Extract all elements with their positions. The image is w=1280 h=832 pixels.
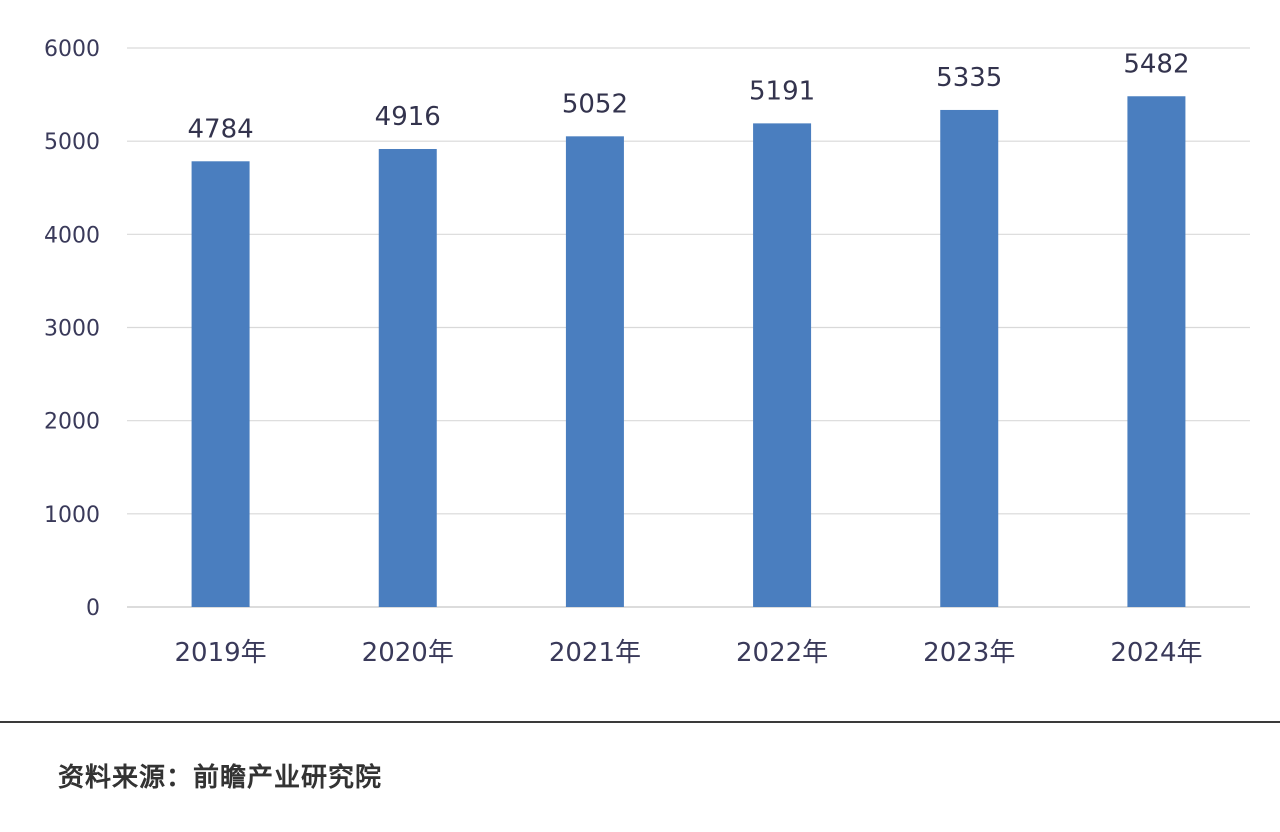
bar-chart: 0 1000 2000 3000 4000 5000 6000 4784 4916 5052 51…	[44, 37, 1250, 668]
bars	[191, 96, 1186, 608]
y-tick-label: 0	[86, 596, 100, 621]
data-label: 5191	[749, 76, 815, 106]
chart-svg: 0 1000 2000 3000 4000 5000 6000 4784 4916 5052 51…	[44, 37, 1250, 668]
divider-line	[0, 721, 1280, 723]
grid-lines	[127, 47, 1250, 608]
bar-2019年	[191, 161, 250, 608]
y-tick-label: 4000	[44, 223, 100, 248]
data-label: 4916	[375, 102, 441, 132]
bar-2021年	[565, 136, 624, 607]
x-axis-ticks: 2019年 2020年 2021年 2022年 2023年 2024年	[174, 638, 1202, 668]
data-label: 4784	[187, 114, 253, 144]
bar-2024年	[1127, 96, 1186, 608]
x-tick-label: 2023年	[923, 638, 1015, 668]
x-tick-label: 2020年	[362, 638, 454, 668]
bar-2023年	[940, 109, 999, 607]
y-tick-label: 3000	[44, 317, 100, 342]
x-tick-label: 2019年	[174, 638, 266, 668]
x-tick-label: 2022年	[736, 638, 828, 668]
source-note: 资料来源：前瞻产业研究院	[58, 763, 383, 793]
y-tick-label: 5000	[44, 130, 100, 155]
y-tick-label: 6000	[44, 37, 100, 62]
data-label: 5482	[1123, 49, 1189, 79]
y-axis-ticks: 0 1000 2000 3000 4000 5000 6000	[44, 37, 100, 621]
bar-2022年	[753, 123, 812, 608]
y-tick-label: 1000	[44, 503, 100, 528]
y-tick-label: 2000	[44, 410, 100, 435]
data-label: 5335	[936, 63, 1002, 93]
data-label: 5052	[562, 89, 628, 119]
x-tick-label: 2021年	[549, 638, 641, 668]
data-labels: 4784 4916 5052 5191 5335 5482	[187, 49, 1189, 144]
x-tick-label: 2024年	[1110, 638, 1202, 668]
bar-2020年	[378, 148, 437, 607]
